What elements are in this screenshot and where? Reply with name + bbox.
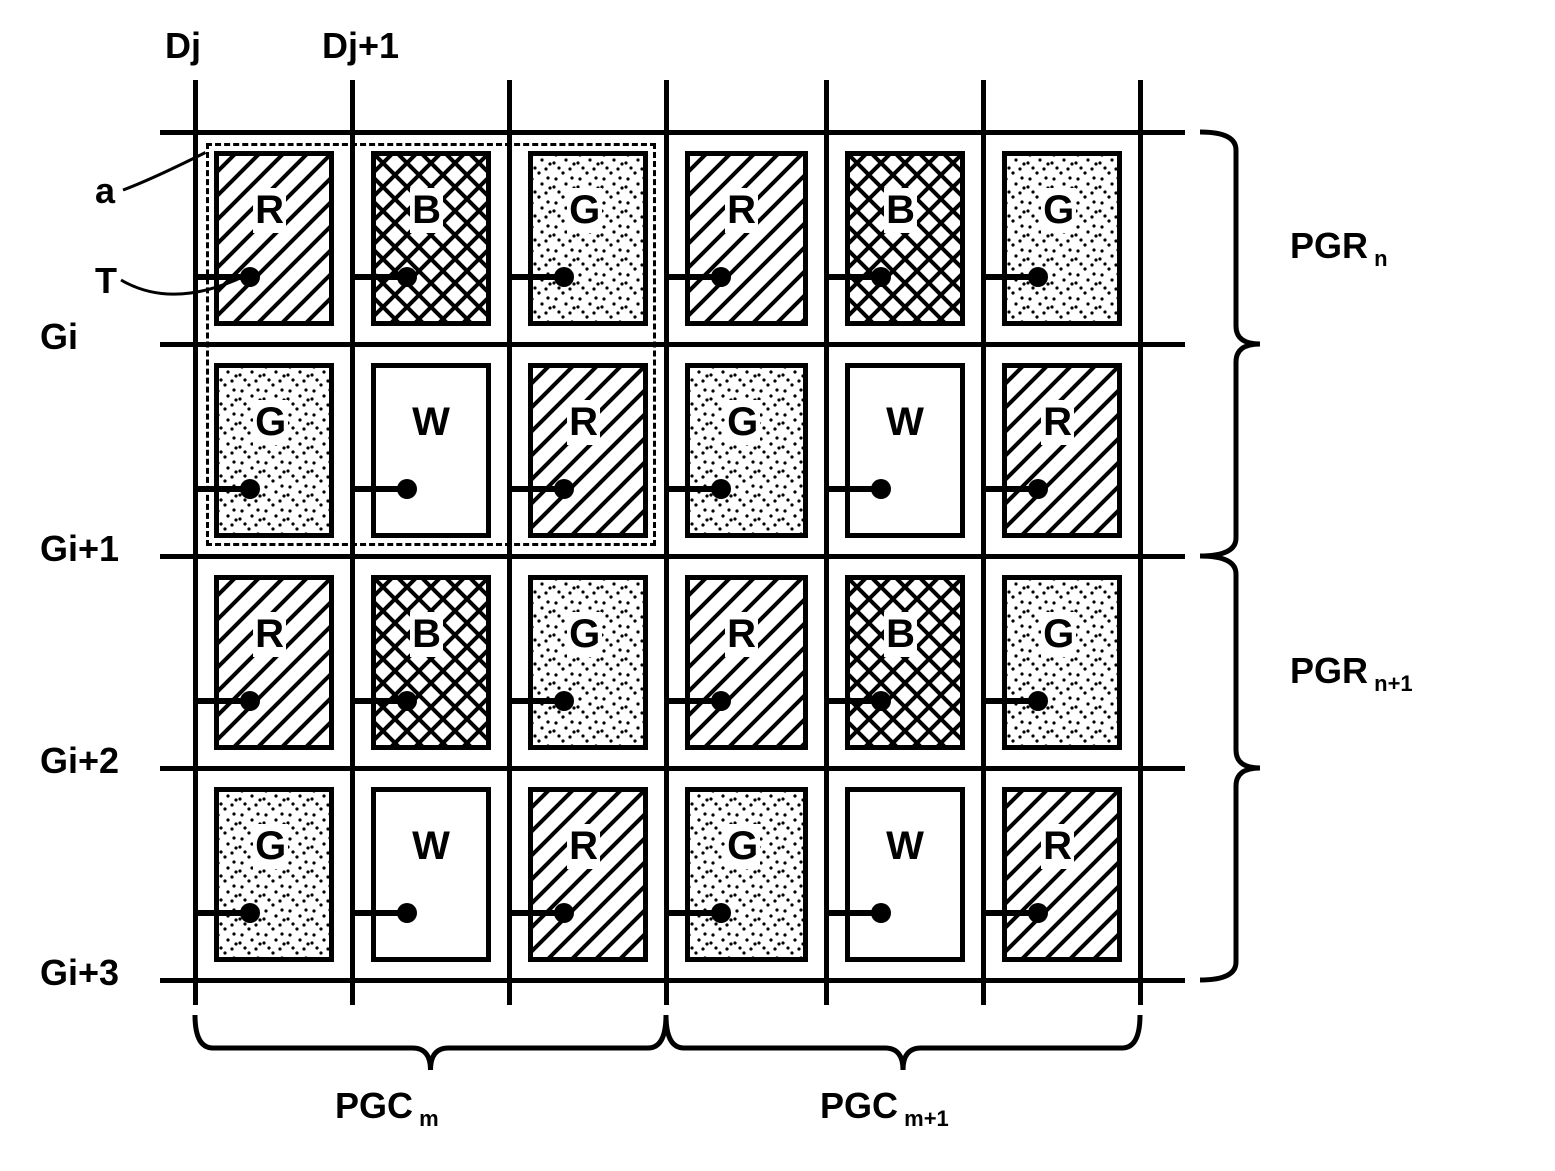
pixel-group-row-n-label: PGR n xyxy=(1290,225,1388,272)
pixel-group-col-m1-label: PGC m+1 xyxy=(820,1085,949,1132)
pixel-group-row-n1-label: PGR n+1 xyxy=(1290,650,1413,697)
pixel-group-col-m-label: PGC m xyxy=(335,1085,439,1132)
diagram-stage: RBGRBGGWRGWRRBGRBGGWRGWRDjDj+1GiGi+1Gi+2… xyxy=(0,0,1555,1171)
